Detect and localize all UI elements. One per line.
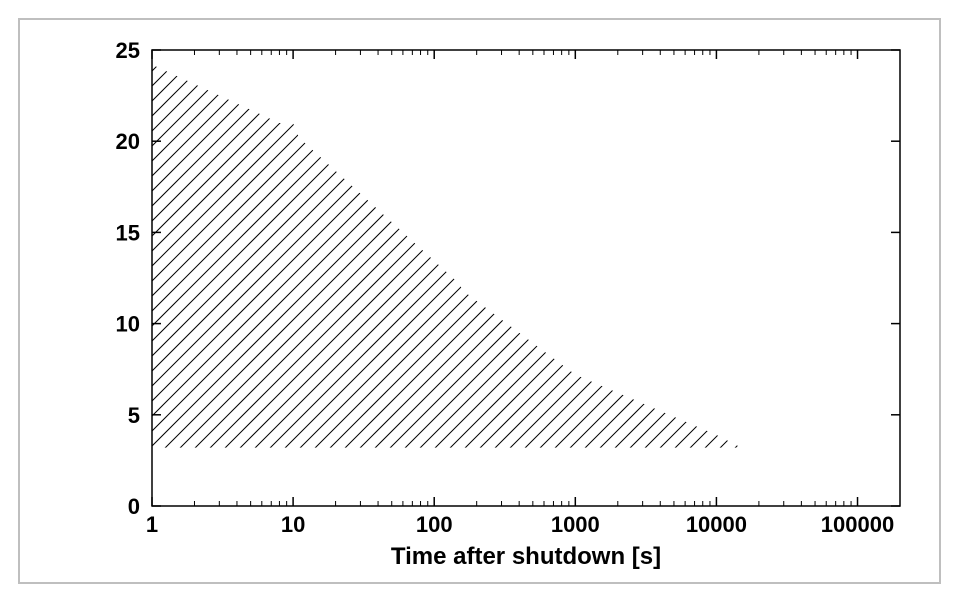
x-tick-label: 1 xyxy=(146,512,158,537)
hatched-area xyxy=(20,50,939,506)
x-tick-label: 10000 xyxy=(686,512,747,537)
plot-container: 110100100010000100000Time after shutdown… xyxy=(20,20,939,582)
y-tick-label: 0 xyxy=(128,494,140,519)
y-tick-label: 5 xyxy=(128,403,140,428)
chart-svg: 110100100010000100000Time after shutdown… xyxy=(20,20,939,582)
x-tick-label: 100000 xyxy=(821,512,894,537)
y-tick-label: 10 xyxy=(116,312,140,337)
x-tick-label: 1000 xyxy=(551,512,600,537)
x-tick-label: 10 xyxy=(281,512,305,537)
plot-border xyxy=(152,50,900,506)
x-axis-title: Time after shutdown [s] xyxy=(391,543,661,570)
x-tick-label: 100 xyxy=(416,512,453,537)
y-tick-label: 20 xyxy=(116,129,140,154)
chart-outer-frame: 110100100010000100000Time after shutdown… xyxy=(18,18,941,584)
y-tick-label: 15 xyxy=(116,220,140,245)
y-tick-label: 25 xyxy=(116,38,140,63)
